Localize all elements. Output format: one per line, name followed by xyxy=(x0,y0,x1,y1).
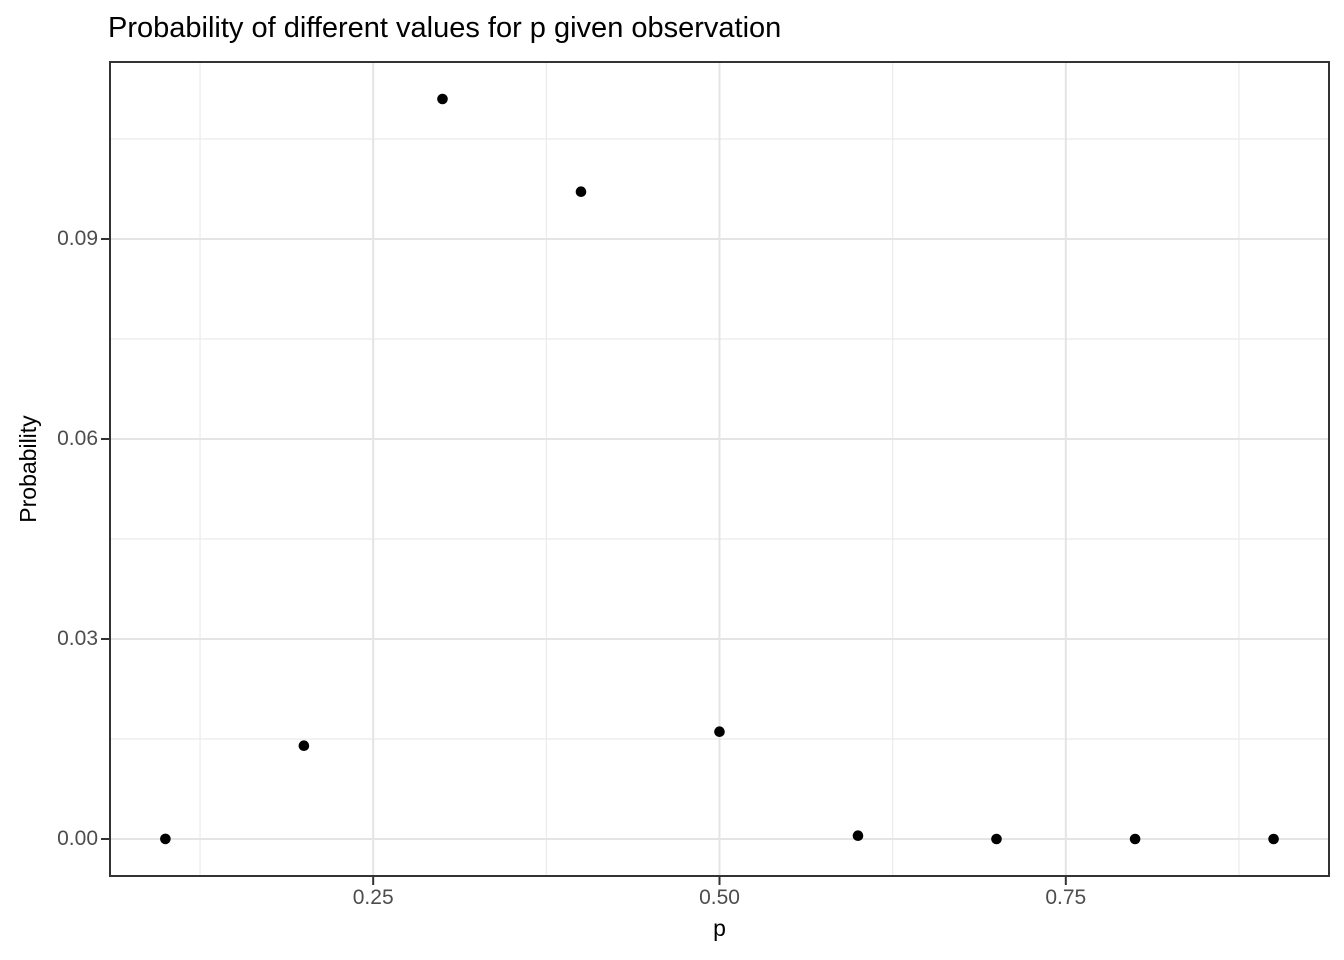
data-point xyxy=(1268,833,1279,845)
y-axis-title: Probability xyxy=(15,415,41,523)
chart-title: Probability of different values for p gi… xyxy=(108,12,782,44)
x-tick-label: 0.25 xyxy=(352,886,394,909)
data-point xyxy=(298,740,310,751)
y-tick-label: 0.06 xyxy=(57,427,98,450)
data-point xyxy=(437,93,448,105)
x-tick-label: 0.50 xyxy=(699,886,740,909)
x-axis-title: p xyxy=(713,915,726,941)
y-tick-label: 0.03 xyxy=(57,627,98,650)
data-point xyxy=(160,833,171,845)
panel-border xyxy=(109,61,1330,877)
data-point xyxy=(991,833,1002,845)
data-point xyxy=(575,186,587,197)
data-point xyxy=(1129,833,1141,845)
y-tick-label: 0.09 xyxy=(57,227,98,250)
data-point xyxy=(714,726,725,737)
y-tick-label: 0.00 xyxy=(57,827,98,850)
x-tick-label: 0.75 xyxy=(1045,886,1087,909)
data-point xyxy=(852,830,864,841)
